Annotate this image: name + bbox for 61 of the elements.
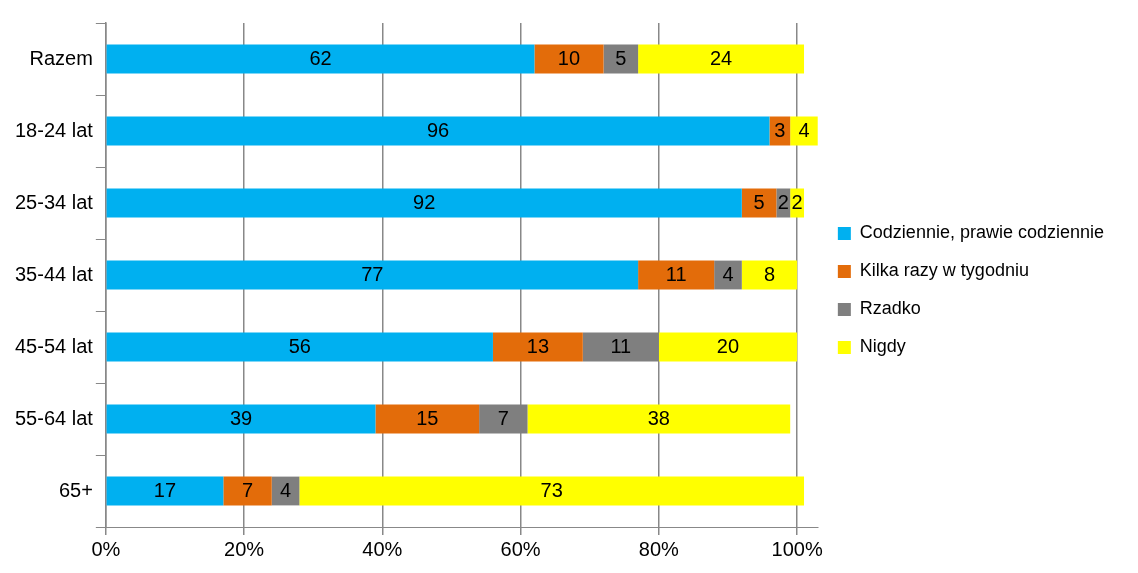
bar — [106, 44, 535, 74]
bar — [106, 188, 742, 218]
data-label: 3 — [774, 118, 786, 141]
data-label: 4 — [722, 262, 734, 285]
bar — [223, 476, 272, 506]
data-label: 2 — [777, 190, 789, 213]
bar — [741, 260, 798, 290]
y-tick-label: 25-34 lat — [14, 190, 94, 213]
x-tick-label: 60% — [500, 537, 541, 560]
y-tick-label: 45-54 lat — [14, 334, 94, 357]
data-label: 20 — [716, 334, 740, 357]
data-label: 96 — [426, 118, 450, 141]
data-label: 15 — [416, 406, 439, 429]
x-tick-label: 100% — [771, 537, 823, 560]
bar — [492, 332, 583, 362]
bar — [638, 44, 805, 74]
y-tick-label: 18-24 lat — [14, 118, 94, 141]
data-label: 62 — [309, 46, 332, 69]
bar — [638, 260, 715, 290]
data-label: 7 — [497, 406, 509, 429]
y-tick-label: 65+ — [58, 478, 93, 501]
y-tick-label: Razem — [29, 46, 93, 69]
data-label: 38 — [647, 406, 670, 429]
data-label: 4 — [798, 118, 810, 141]
bar — [658, 332, 798, 362]
bar — [527, 404, 791, 434]
data-label: 24 — [709, 46, 733, 69]
legend-label: Kilka razy w tygodniu — [859, 260, 1029, 281]
bar — [106, 404, 376, 434]
bar — [106, 116, 770, 146]
data-label: 8 — [763, 262, 776, 285]
legend-label: Rzadko — [859, 298, 921, 319]
data-label: 5 — [615, 46, 627, 69]
legend-label: Codziennie, prawie codziennie — [859, 222, 1104, 243]
bar — [534, 44, 604, 74]
x-tick-label: 20% — [224, 537, 265, 560]
data-label: 7 — [241, 478, 254, 501]
data-label: 11 — [665, 262, 687, 285]
data-label: 77 — [361, 262, 384, 285]
bar — [106, 332, 493, 362]
data-label: 10 — [557, 46, 581, 69]
x-tick-label: 40% — [362, 537, 403, 560]
data-label: 92 — [413, 190, 436, 213]
data-label: 73 — [540, 478, 563, 501]
bar — [375, 404, 480, 434]
y-tick-label: 35-44 lat — [14, 262, 94, 285]
data-label: 39 — [229, 406, 253, 429]
data-label: 13 — [526, 334, 550, 357]
data-label: 4 — [280, 478, 292, 501]
bar — [106, 260, 639, 290]
data-label: 17 — [153, 478, 177, 501]
data-label: 5 — [753, 190, 765, 213]
bar — [299, 476, 805, 506]
data-label: 2 — [791, 190, 803, 213]
bar — [106, 476, 224, 506]
x-tick-label: 80% — [638, 537, 680, 560]
data-label: 11 — [610, 334, 632, 357]
legend-label: Nigdy — [859, 336, 906, 357]
data-label: 56 — [288, 334, 311, 357]
y-tick-label: 55-64 lat — [14, 406, 94, 429]
x-tick-label: 0% — [91, 537, 121, 560]
